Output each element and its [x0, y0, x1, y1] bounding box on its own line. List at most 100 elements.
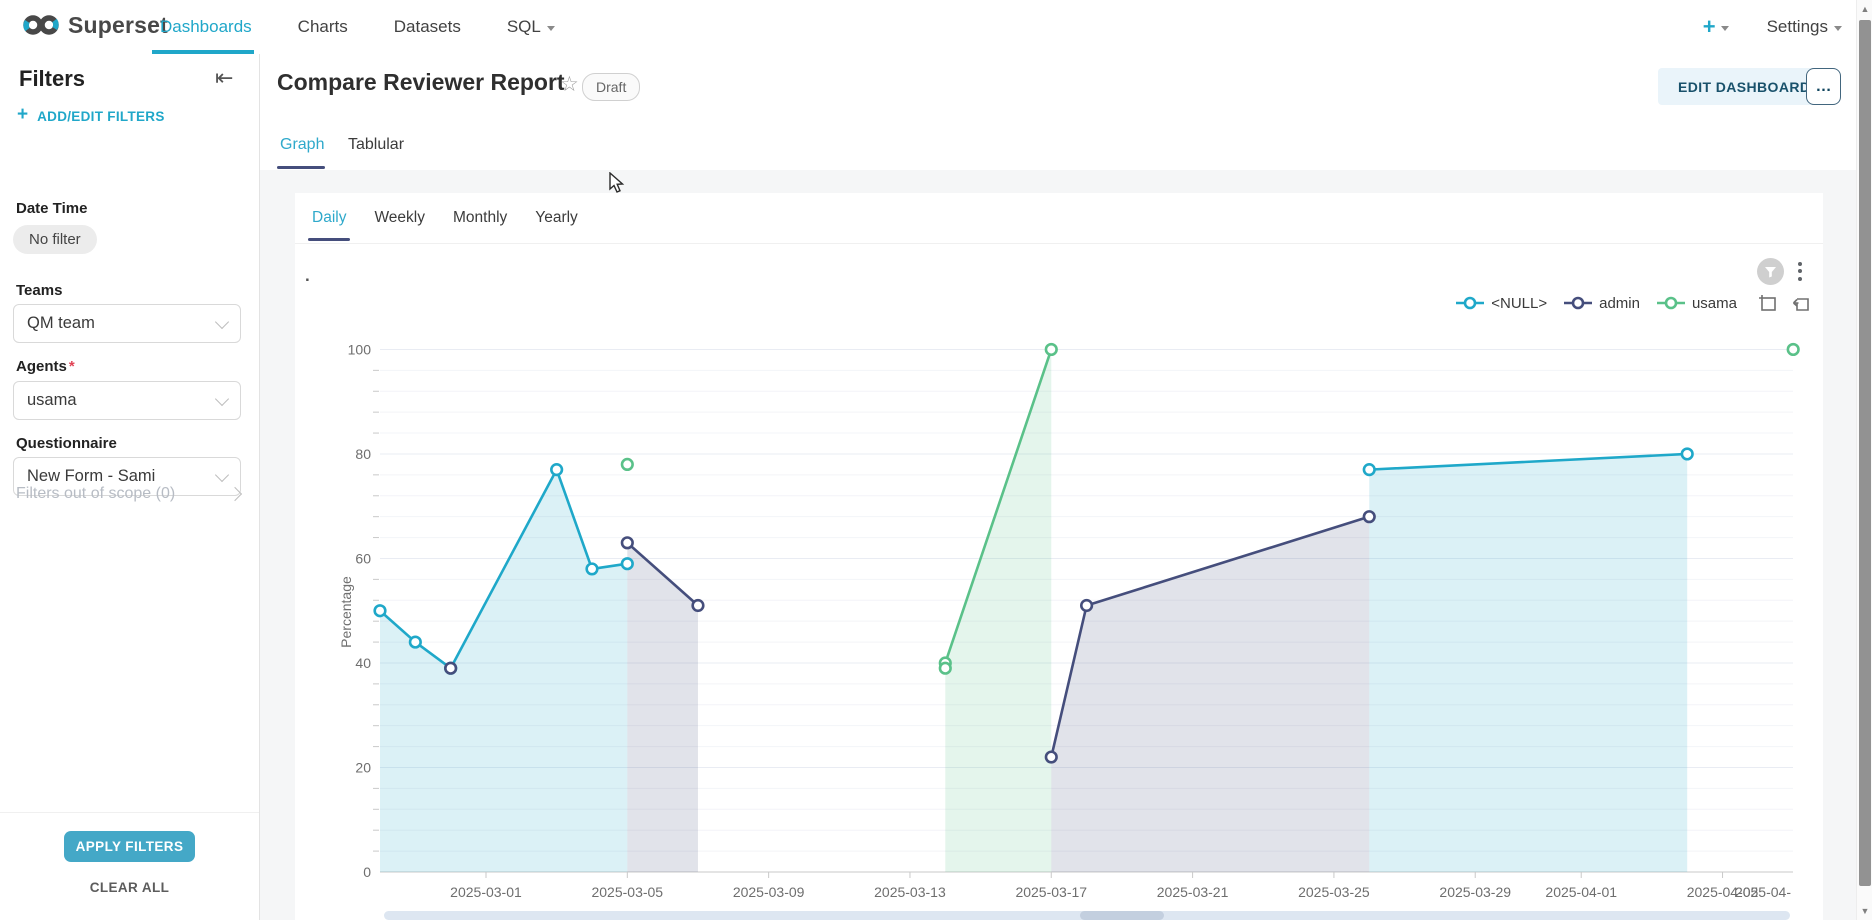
filters-out-of-scope[interactable]: Filters out of scope (0)	[16, 485, 243, 503]
panel-footer-divider	[0, 812, 259, 813]
more-options-button[interactable]: …	[1806, 68, 1841, 105]
out-of-scope-label: Filters out of scope (0)	[16, 485, 176, 502]
questionnaire-select[interactable]: New Form - Sami	[13, 457, 241, 496]
period-tabs-row: Daily Weekly Monthly Yearly	[295, 193, 1823, 244]
svg-text:0: 0	[363, 864, 371, 880]
filters-panel: Filters ⇤ + ADD/EDIT FILTERS Date Time N…	[0, 54, 260, 920]
apply-filters-button[interactable]: APPLY FILTERS	[64, 831, 195, 862]
nav-item-sql[interactable]: SQL	[507, 17, 555, 37]
nav-item-datasets[interactable]: Datasets	[393, 17, 461, 36]
clear-all-button[interactable]: CLEAR ALL	[89, 880, 170, 895]
svg-text:40: 40	[355, 655, 371, 671]
caret-down-icon	[546, 25, 555, 31]
filter-label-teams: Teams	[16, 282, 63, 299]
svg-text:.: .	[305, 266, 310, 285]
tab-graph[interactable]: Graph	[280, 135, 325, 153]
zoom-slider-handle[interactable]	[1080, 911, 1164, 920]
chevron-down-icon	[214, 391, 230, 406]
legend-item-null[interactable]: <NULL>	[1456, 295, 1547, 312]
top-navbar: Superset Dashboards Charts Datasets SQL + S…	[0, 0, 1872, 55]
svg-text:2025-04-: 2025-04-	[1735, 884, 1791, 900]
dashboard-tabs: Graph Tablular	[260, 120, 1856, 171]
chart-toolbox	[1758, 294, 1810, 312]
svg-text:2025-03-05: 2025-03-05	[591, 884, 663, 900]
subtab-daily[interactable]: Daily	[307, 193, 351, 242]
scroll-up-arrow[interactable]: ▲	[1860, 4, 1870, 14]
dashboard-header: Compare Reviewer Report ☆ Draft EDIT DAS…	[260, 54, 1856, 121]
active-nav-underline	[152, 50, 254, 54]
chevron-down-icon	[214, 314, 230, 329]
subtab-monthly[interactable]: Monthly	[453, 208, 508, 226]
period-tabs: Daily Weekly Monthly Yearly	[307, 193, 578, 242]
page-title: Compare Reviewer Report	[277, 69, 565, 95]
collapse-panel-icon[interactable]: ⇤	[215, 65, 234, 90]
status-badge: Draft	[582, 73, 641, 101]
legend-marker-icon	[1656, 296, 1685, 310]
svg-text:2025-04-01: 2025-04-01	[1545, 884, 1617, 900]
svg-text:2025-03-21: 2025-03-21	[1157, 884, 1229, 900]
teams-select[interactable]: QM team	[13, 304, 241, 343]
superset-logo[interactable]: Superset	[22, 11, 168, 39]
chart-legend: <NULL> admin usama	[1456, 292, 1810, 314]
svg-text:2025-03-25: 2025-03-25	[1298, 884, 1370, 900]
add-edit-filters-label: ADD/EDIT FILTERS	[37, 108, 165, 124]
legend-marker-icon	[1456, 296, 1485, 310]
line-chart[interactable]: 0 20 40 60 80 100 2025-03-01 2025-03-05 2025-03-…	[260, 250, 1823, 920]
legend-label: usama	[1691, 294, 1737, 312]
caret-down-icon	[1720, 25, 1729, 31]
plus-icon: +	[17, 104, 29, 125]
svg-text:Percentage: Percentage	[338, 576, 354, 648]
chart-zoom-slider[interactable]	[384, 911, 1790, 920]
filter-label-date-time: Date Time	[16, 200, 88, 217]
new-item-button[interactable]: +	[1703, 14, 1729, 40]
required-asterisk: *	[68, 358, 75, 375]
svg-text:2025-03-01: 2025-03-01	[450, 884, 522, 900]
svg-text:2025-04-05: 2025-04-05	[1687, 884, 1759, 900]
navbar-right: + Settings	[1703, 0, 1842, 54]
nav-item-charts[interactable]: Charts	[297, 17, 348, 36]
funnel-icon	[1765, 266, 1776, 277]
chart-more-menu[interactable]	[1792, 257, 1808, 285]
filters-panel-title: Filters	[19, 66, 86, 91]
legend-item-usama[interactable]: usama	[1656, 294, 1737, 312]
subtab-weekly[interactable]: Weekly	[374, 208, 425, 226]
svg-text:2025-03-17: 2025-03-17	[1015, 884, 1087, 900]
tab-tabular[interactable]: Tablular	[348, 135, 405, 153]
svg-text:100: 100	[348, 341, 372, 357]
agents-select[interactable]: usama	[13, 381, 241, 420]
legend-label: <NULL>	[1491, 294, 1548, 312]
svg-text:2025-03-13: 2025-03-13	[874, 884, 946, 900]
scrollbar-thumb[interactable]	[1859, 20, 1871, 886]
page-scrollbar[interactable]: ▲ ▼	[1856, 0, 1872, 920]
applied-filters-badge[interactable]	[1757, 258, 1784, 285]
svg-text:80: 80	[355, 446, 371, 462]
teams-select-value: QM team	[27, 314, 95, 332]
legend-item-admin[interactable]: admin	[1564, 295, 1640, 312]
svg-text:2025-03-29: 2025-03-29	[1439, 884, 1511, 900]
scroll-down-arrow[interactable]: ▼	[1860, 906, 1870, 916]
svg-text:2025-03-09: 2025-03-09	[733, 884, 805, 900]
subtab-yearly[interactable]: Yearly	[535, 208, 578, 226]
nav-items: Dashboards Charts Datasets SQL	[160, 0, 555, 54]
agents-select-value: usama	[27, 391, 77, 409]
chevron-right-icon	[227, 486, 243, 502]
filter-label-agents: Agents	[16, 358, 67, 375]
superset-infinity-icon	[23, 15, 59, 35]
settings-menu[interactable]: Settings	[1767, 17, 1842, 37]
plus-icon: +	[1702, 14, 1716, 39]
zoom-reset-icon[interactable]	[1791, 294, 1810, 312]
questionnaire-select-value: New Form - Sami	[27, 467, 156, 485]
edit-dashboard-button[interactable]: EDIT DASHBOARD	[1658, 68, 1831, 105]
brand-name: Superset	[68, 11, 169, 38]
legend-label: admin	[1599, 294, 1640, 312]
date-time-filter-value[interactable]: No filter	[13, 225, 97, 254]
zoom-select-icon[interactable]	[1758, 294, 1777, 312]
nav-item-dashboards[interactable]: Dashboards	[160, 17, 252, 36]
legend-marker-icon	[1564, 296, 1593, 310]
svg-text:60: 60	[355, 550, 371, 566]
caret-down-icon	[1834, 25, 1842, 31]
filter-label-questionnaire: Questionnaire	[16, 435, 117, 452]
chart-card: Daily Weekly Monthly Yearly	[295, 193, 1823, 920]
favorite-star-icon[interactable]: ☆	[560, 73, 579, 96]
add-edit-filters-button[interactable]: + ADD/EDIT FILTERS	[17, 104, 165, 126]
